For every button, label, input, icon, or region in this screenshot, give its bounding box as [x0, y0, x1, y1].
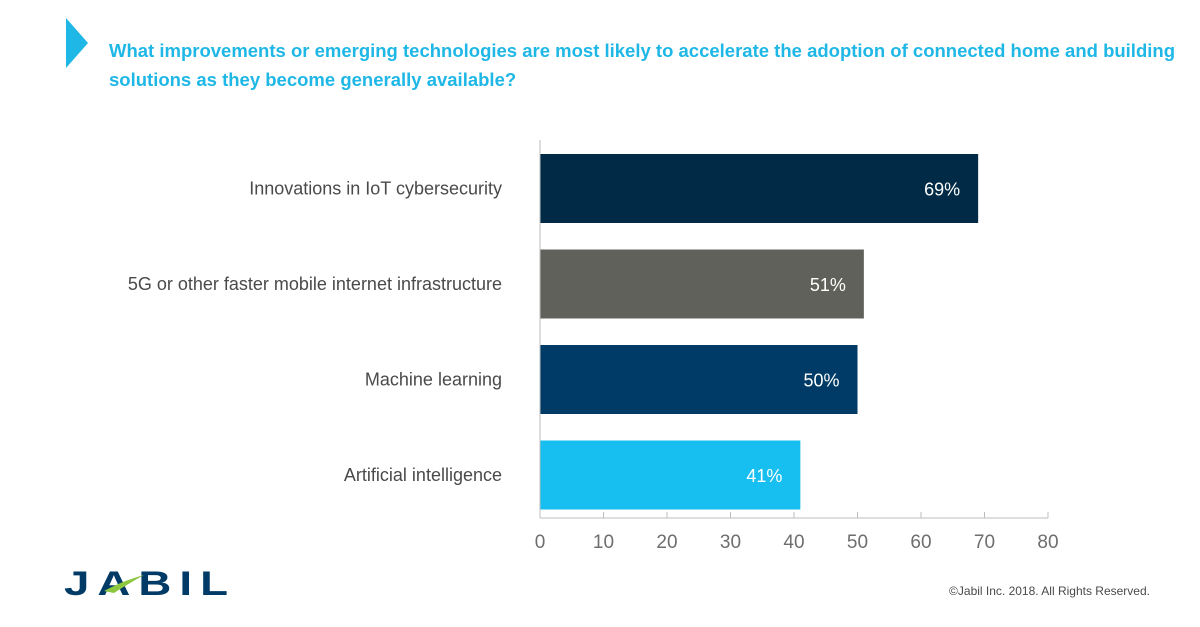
x-tick-label-70: 70 — [974, 532, 995, 553]
value-label-2: 51% — [810, 275, 846, 295]
svg-text:JABIL: JABIL — [64, 567, 236, 597]
x-axis: 0 10 20 30 40 50 60 70 80 — [535, 140, 1059, 553]
x-tick-label-30: 30 — [720, 532, 741, 553]
jabil-logo: JABIL — [64, 567, 236, 597]
bar-3 — [540, 345, 858, 414]
x-tick-label-10: 10 — [593, 532, 614, 553]
bar-4 — [540, 440, 801, 510]
x-tick-label-80: 80 — [1037, 532, 1058, 553]
bar-2 — [540, 249, 864, 319]
category-label-3: Machine learning — [365, 370, 502, 390]
x-tick-label-50: 50 — [847, 532, 868, 553]
x-tick-label-40: 40 — [783, 532, 804, 553]
copyright-text: ©Jabil Inc. 2018. All Rights Reserved. — [949, 584, 1150, 598]
x-tick-label-20: 20 — [656, 532, 677, 553]
x-tick-label-0: 0 — [535, 532, 546, 553]
x-tick-label-60: 60 — [910, 532, 931, 553]
value-label-4: 41% — [746, 466, 782, 486]
chevron-accent-icon — [66, 18, 88, 68]
category-label-4: Artificial intelligence — [344, 465, 502, 485]
bar-1 — [540, 154, 979, 223]
category-label-1: Innovations in IoT cybersecurity — [249, 179, 502, 199]
value-label-3: 50% — [803, 371, 839, 391]
bars-group: Innovations in IoT cybersecurity 69% 5G or… — [128, 154, 979, 510]
chart-title: What improvements or emerging technologi… — [109, 40, 1175, 90]
value-label-1: 69% — [924, 180, 960, 200]
category-label-2: 5G or other faster mobile internet infra… — [128, 274, 502, 294]
